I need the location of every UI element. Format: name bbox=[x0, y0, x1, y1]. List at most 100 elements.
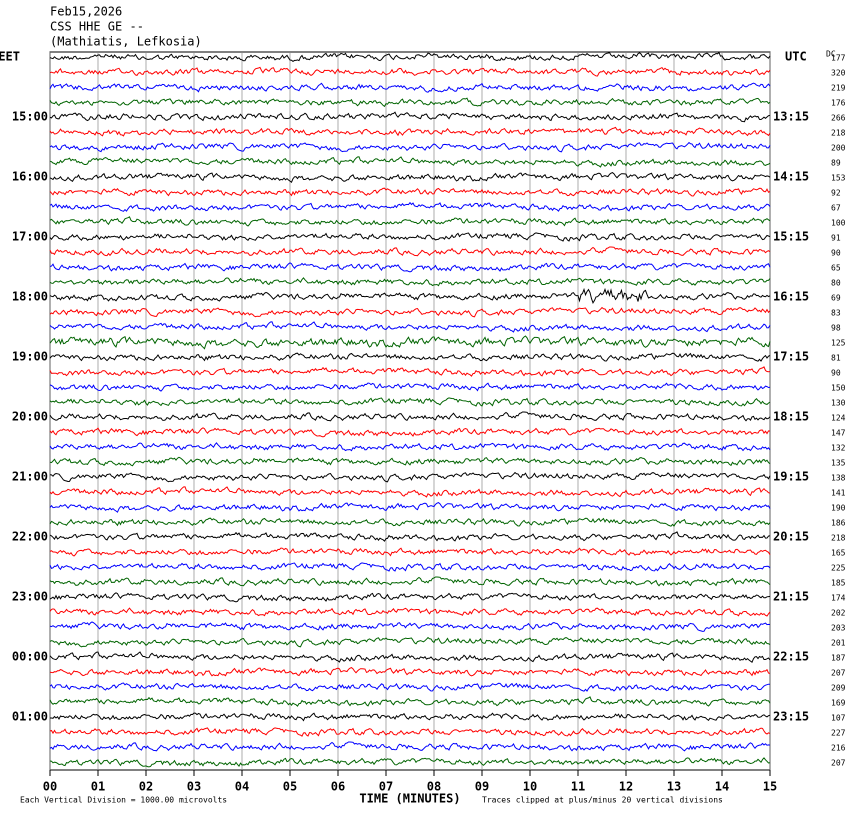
dc-value: 176 bbox=[831, 99, 846, 108]
left-time-label: 17:00 bbox=[12, 230, 48, 244]
trace bbox=[49, 667, 771, 677]
dc-value: 141 bbox=[831, 489, 846, 498]
right-axis-title: UTC bbox=[785, 50, 807, 64]
dc-value: 98 bbox=[831, 324, 841, 333]
trace bbox=[49, 277, 771, 287]
dc-value: 124 bbox=[831, 414, 846, 423]
dc-value: 201 bbox=[831, 639, 846, 648]
trace bbox=[49, 306, 771, 318]
trace bbox=[49, 66, 771, 77]
x-tick-label: 07 bbox=[379, 780, 393, 794]
dc-value: 147 bbox=[831, 429, 846, 438]
left-time-label: 18:00 bbox=[12, 290, 48, 304]
trace bbox=[49, 471, 771, 483]
dc-value: 90 bbox=[831, 369, 841, 378]
dc-value: 135 bbox=[831, 459, 846, 468]
trace bbox=[49, 442, 771, 452]
dc-value: 203 bbox=[831, 624, 846, 633]
x-tick-label: 14 bbox=[715, 780, 729, 794]
left-time-label: 16:00 bbox=[12, 170, 48, 184]
dc-value: 125 bbox=[831, 339, 846, 348]
right-time-label: 23:15 bbox=[773, 710, 809, 724]
left-time-label: 21:00 bbox=[12, 470, 48, 484]
dc-value: 186 bbox=[831, 519, 846, 528]
dc-value: 218 bbox=[831, 534, 846, 543]
x-tick-label: 01 bbox=[91, 780, 105, 794]
x-tick-label: 12 bbox=[619, 780, 633, 794]
trace bbox=[49, 382, 771, 392]
trace bbox=[49, 456, 771, 467]
left-time-label: 01:00 bbox=[12, 710, 48, 724]
left-axis-title: EET bbox=[0, 50, 20, 64]
dc-value: 165 bbox=[831, 549, 846, 558]
dc-value: 207 bbox=[831, 759, 846, 768]
dc-value: 187 bbox=[831, 654, 846, 663]
trace bbox=[49, 321, 771, 333]
dc-value: 219 bbox=[831, 84, 846, 93]
x-tick-label: 03 bbox=[187, 780, 201, 794]
left-time-label: 20:00 bbox=[12, 410, 48, 424]
trace bbox=[49, 82, 771, 93]
x-tick-label: 05 bbox=[283, 780, 297, 794]
dc-value: 207 bbox=[831, 669, 846, 678]
trace bbox=[49, 51, 771, 63]
trace bbox=[49, 366, 771, 377]
footer-left: Each Vertical Division = 1000.00 microvo… bbox=[20, 796, 227, 805]
left-time-label: 00:00 bbox=[12, 650, 48, 664]
trace bbox=[49, 682, 770, 692]
trace bbox=[49, 287, 771, 304]
dc-value: 81 bbox=[831, 354, 841, 363]
footer-right: Traces clipped at plus/minus 20 vertical… bbox=[482, 796, 723, 805]
right-time-label: 19:15 bbox=[773, 470, 809, 484]
left-time-label: 19:00 bbox=[12, 350, 48, 364]
left-time-label: 22:00 bbox=[12, 530, 48, 544]
right-time-label: 18:15 bbox=[773, 410, 809, 424]
trace bbox=[49, 636, 771, 648]
dc-value: 80 bbox=[831, 279, 841, 288]
trace bbox=[49, 126, 771, 137]
dc-value: 177 bbox=[831, 54, 846, 63]
dc-value: 200 bbox=[831, 144, 846, 153]
trace bbox=[49, 576, 771, 587]
x-tick-label: 06 bbox=[331, 780, 345, 794]
dc-value: 83 bbox=[831, 309, 841, 318]
right-time-label: 21:15 bbox=[773, 590, 809, 604]
trace bbox=[49, 547, 771, 557]
dc-value: 107 bbox=[831, 714, 846, 723]
dc-value: 320 bbox=[831, 69, 846, 78]
trace bbox=[49, 216, 771, 227]
header-line: (Mathiatis, Lefkosia) bbox=[50, 35, 202, 49]
trace bbox=[49, 111, 771, 123]
trace bbox=[49, 696, 771, 707]
trace bbox=[49, 531, 771, 542]
dc-value: 67 bbox=[831, 204, 841, 213]
trace bbox=[49, 757, 771, 768]
x-tick-label: 10 bbox=[523, 780, 537, 794]
right-time-label: 17:15 bbox=[773, 350, 809, 364]
x-tick-label: 15 bbox=[763, 780, 777, 794]
right-time-label: 14:15 bbox=[773, 170, 809, 184]
x-tick-label: 11 bbox=[571, 780, 585, 794]
trace bbox=[49, 397, 771, 407]
right-time-label: 15:15 bbox=[773, 230, 809, 244]
dc-value: 202 bbox=[831, 609, 846, 618]
trace bbox=[49, 592, 771, 603]
dc-value: 174 bbox=[831, 594, 846, 603]
dc-value: 216 bbox=[831, 744, 846, 753]
dc-value: 90 bbox=[831, 249, 841, 258]
trace bbox=[49, 262, 771, 273]
trace bbox=[49, 502, 771, 513]
dc-value: 65 bbox=[831, 264, 841, 273]
x-tick-label: 04 bbox=[235, 780, 249, 794]
trace bbox=[49, 607, 771, 617]
dc-value: 91 bbox=[831, 234, 841, 243]
dc-value: 209 bbox=[831, 684, 846, 693]
right-time-label: 20:15 bbox=[773, 530, 809, 544]
dc-value: 227 bbox=[831, 729, 846, 738]
trace bbox=[50, 712, 771, 722]
trace bbox=[49, 727, 771, 737]
dc-value: 92 bbox=[831, 189, 841, 198]
trace bbox=[49, 156, 771, 168]
dc-value: 225 bbox=[831, 564, 846, 573]
trace bbox=[49, 621, 771, 632]
